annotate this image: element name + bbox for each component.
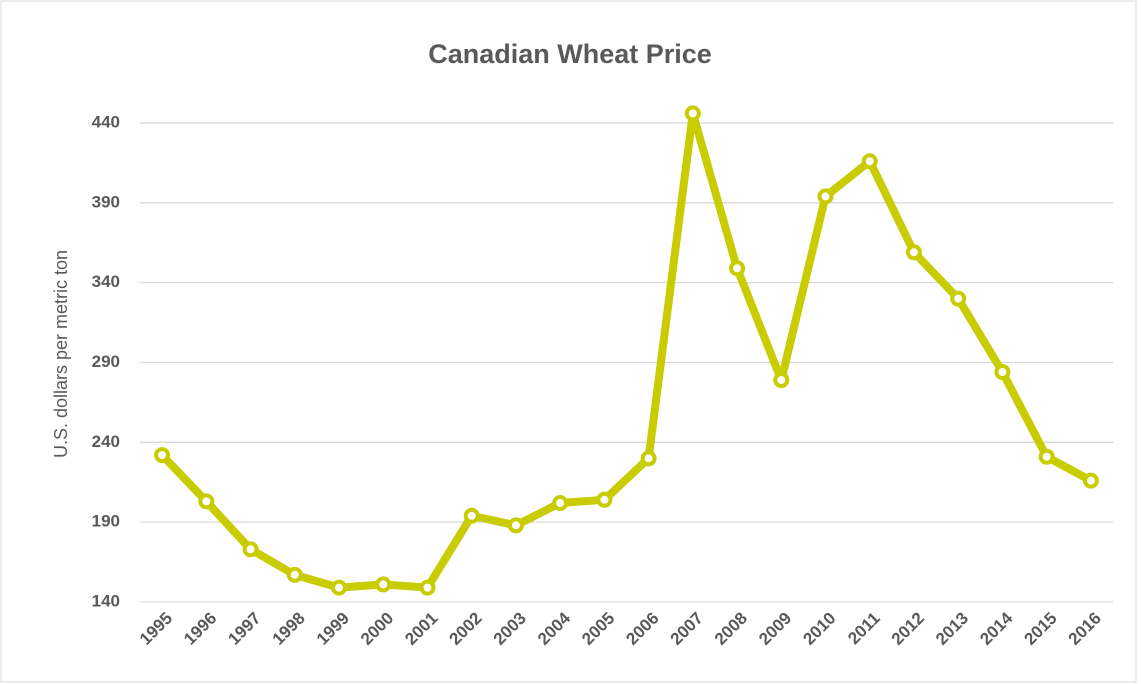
y-tick-label: 140 bbox=[92, 591, 120, 610]
y-tick-label: 440 bbox=[92, 112, 120, 131]
marker bbox=[640, 450, 657, 467]
marker bbox=[552, 494, 569, 511]
marker bbox=[684, 105, 701, 122]
marker bbox=[1038, 448, 1055, 465]
marker bbox=[198, 493, 215, 510]
marker bbox=[242, 541, 259, 558]
marker bbox=[463, 507, 480, 524]
marker bbox=[1082, 472, 1099, 489]
y-axis-label: U.S. dollars per metric ton bbox=[51, 250, 71, 458]
marker bbox=[773, 372, 790, 389]
y-tick-label: 390 bbox=[92, 192, 120, 211]
y-tick-label: 240 bbox=[92, 432, 120, 451]
y-tick-label: 190 bbox=[92, 512, 120, 531]
line bbox=[158, 109, 1095, 592]
y-tick-label: 290 bbox=[92, 352, 120, 371]
marker bbox=[286, 566, 303, 583]
marker bbox=[994, 364, 1011, 381]
marker bbox=[419, 579, 436, 596]
chart-title: Canadian Wheat Price bbox=[428, 39, 712, 69]
marker bbox=[729, 260, 746, 277]
marker bbox=[817, 188, 834, 205]
marker bbox=[507, 517, 524, 534]
marker bbox=[905, 244, 922, 261]
marker bbox=[950, 290, 967, 307]
marker bbox=[331, 579, 348, 596]
y-tick-label: 340 bbox=[92, 272, 120, 291]
marker bbox=[861, 153, 878, 170]
marker bbox=[596, 491, 613, 508]
marker bbox=[375, 576, 392, 593]
marker bbox=[154, 447, 171, 464]
